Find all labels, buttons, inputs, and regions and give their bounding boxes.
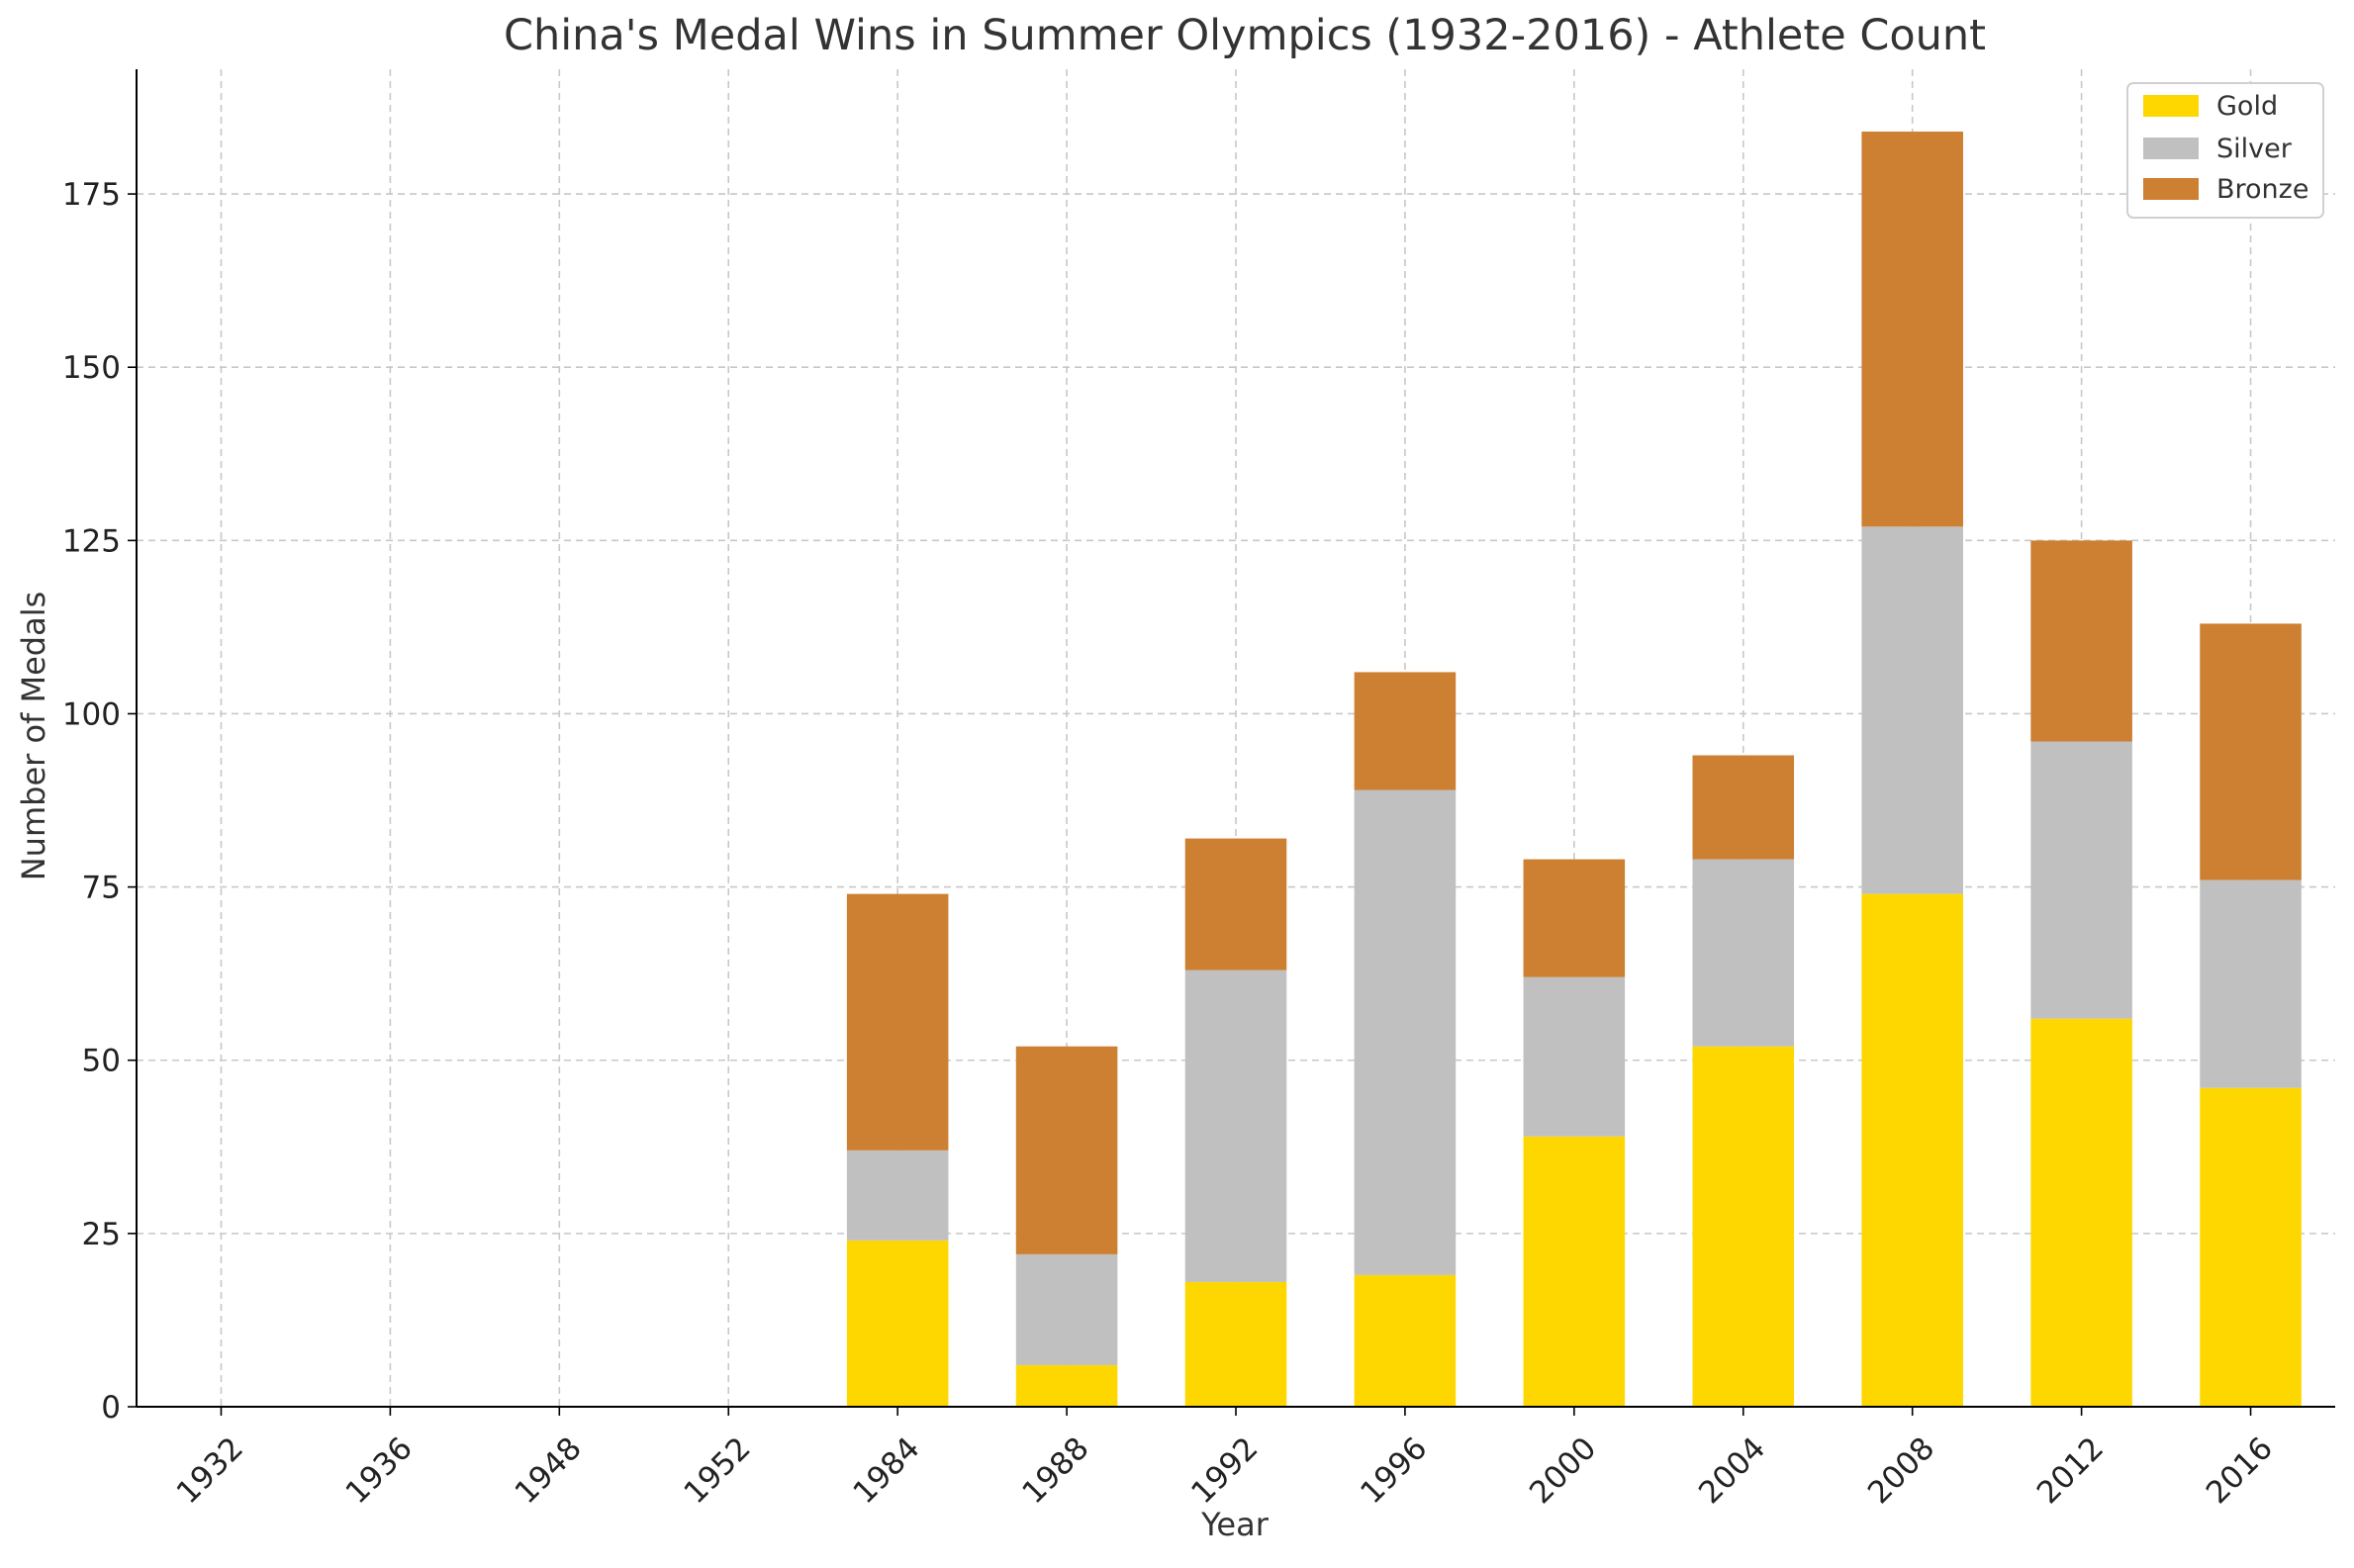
legend: Gold Silver Bronze xyxy=(2126,82,2324,219)
bar-bronze-2000 xyxy=(1523,859,1626,977)
y-tick-label: 25 xyxy=(82,1217,121,1252)
bar-bronze-1996 xyxy=(1354,672,1457,790)
bar-gold-2008 xyxy=(1861,893,1963,1407)
legend-swatch-silver xyxy=(2143,138,2199,159)
bar-silver-2012 xyxy=(2030,741,2132,1019)
bar-silver-1988 xyxy=(1015,1253,1118,1365)
x-axis-label: Year xyxy=(1200,1506,1270,1543)
bar-silver-1984 xyxy=(846,1150,949,1241)
bar-bronze-1988 xyxy=(1015,1046,1118,1254)
legend-label-silver: Silver xyxy=(2216,134,2293,164)
bar-bronze-2012 xyxy=(2030,540,2132,742)
legend-swatch-bronze xyxy=(2143,178,2199,200)
bar-silver-1996 xyxy=(1354,789,1457,1275)
bars xyxy=(846,132,2302,1407)
bar-silver-2004 xyxy=(1692,859,1795,1047)
bar-gold-1988 xyxy=(1015,1364,1118,1407)
bar-bronze-1992 xyxy=(1184,838,1287,970)
bar-bronze-2004 xyxy=(1692,755,1795,860)
y-tick-label: 125 xyxy=(62,523,121,559)
y-tick-label: 150 xyxy=(62,350,121,386)
legend-label-gold: Gold xyxy=(2216,91,2278,122)
bar-bronze-2008 xyxy=(1861,132,1963,527)
y-tick-label: 0 xyxy=(101,1390,121,1426)
bar-bronze-2016 xyxy=(2200,623,2302,880)
y-tick-label: 50 xyxy=(82,1044,121,1079)
bar-gold-2004 xyxy=(1692,1046,1795,1407)
bar-gold-1984 xyxy=(846,1240,949,1407)
legend-swatch-gold xyxy=(2143,95,2199,117)
bar-bronze-1984 xyxy=(846,893,949,1151)
bar-gold-1992 xyxy=(1184,1281,1287,1407)
chart-title: China's Medal Wins in Summer Olympics (1… xyxy=(504,11,1986,60)
bar-silver-2016 xyxy=(2200,879,2302,1088)
y-tick-label: 100 xyxy=(62,696,121,732)
bar-gold-1996 xyxy=(1354,1274,1457,1407)
bar-gold-2000 xyxy=(1523,1136,1626,1407)
bar-silver-1992 xyxy=(1184,969,1287,1282)
y-tick-label: 175 xyxy=(62,177,121,213)
bar-silver-2008 xyxy=(1861,526,1963,894)
y-tick-label: 75 xyxy=(82,871,121,906)
y-axis-label: Number of Medals xyxy=(15,592,52,881)
bar-gold-2016 xyxy=(2200,1087,2302,1407)
bar-silver-2000 xyxy=(1523,976,1626,1137)
legend-label-bronze: Bronze xyxy=(2216,174,2308,205)
bar-gold-2012 xyxy=(2030,1018,2132,1407)
